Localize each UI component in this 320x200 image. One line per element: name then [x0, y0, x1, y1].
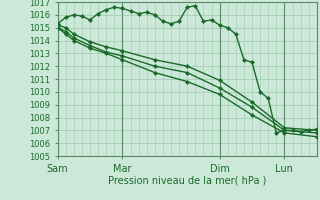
- X-axis label: Pression niveau de la mer( hPa ): Pression niveau de la mer( hPa ): [108, 175, 266, 185]
